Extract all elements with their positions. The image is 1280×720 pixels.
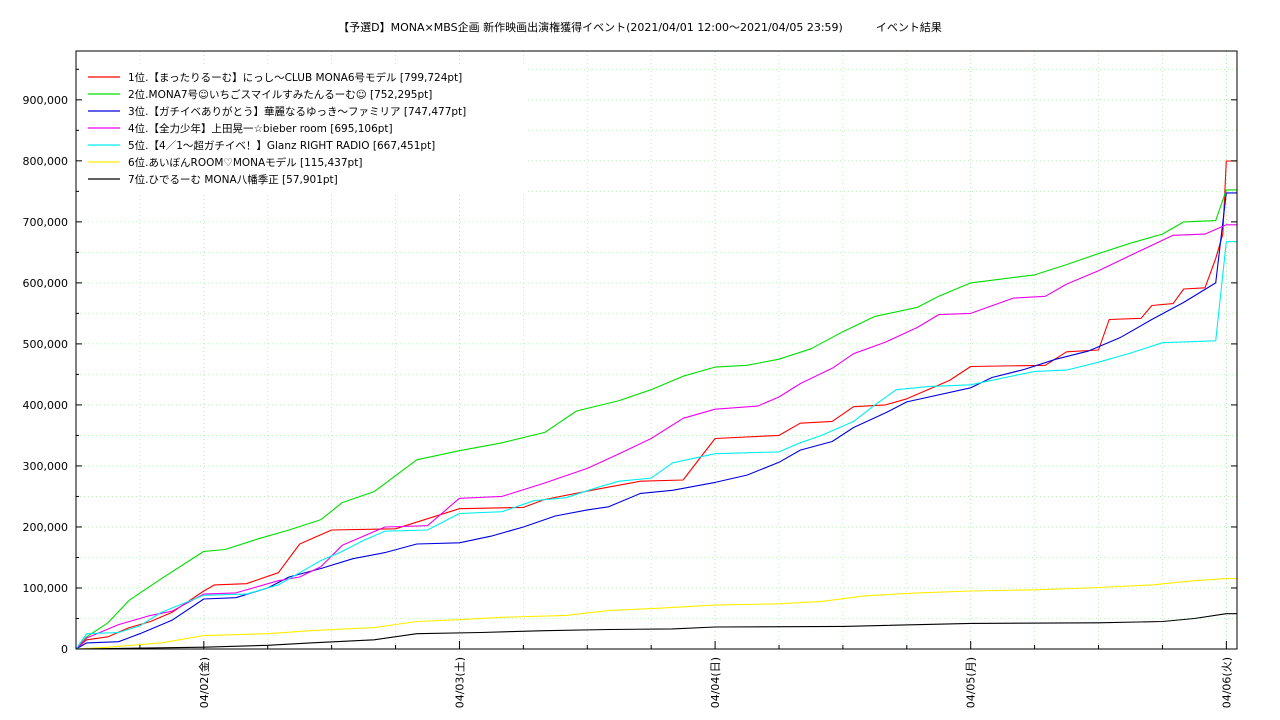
y-tick-label: 200,000 <box>23 521 69 534</box>
legend-background <box>80 66 525 195</box>
chart-title: 【予選D】MONA×MBS企画 新作映画出演権獲得イベント(2021/04/01… <box>338 21 942 34</box>
series-line-3 <box>75 192 1237 650</box>
legend: 1位.【まったりるーむ】にっし〜CLUB MONA6号モデル [799,724p… <box>88 71 466 186</box>
legend-label: 4位.【全力少年】上田晃一☆bieber room [695,106pt] <box>128 122 393 135</box>
y-tick-label: 900,000 <box>23 94 69 107</box>
x-tick-label: 04/06(火) <box>1220 657 1233 708</box>
legend-label: 5位.【4／1〜超ガチイベ！】Glanz RIGHT RADIO [667,45… <box>128 139 435 152</box>
legend-label: 6位.あいぼんROOM♡MONAモデル [115,437pt] <box>128 156 362 169</box>
series-line-5 <box>75 241 1237 650</box>
legend-label: 1位.【まったりるーむ】にっし〜CLUB MONA6号モデル [799,724p… <box>128 71 462 84</box>
y-tick-label: 100,000 <box>23 582 69 595</box>
series-line-7 <box>75 613 1237 650</box>
grid-layer <box>75 51 1237 649</box>
y-tick-label: 300,000 <box>23 460 69 473</box>
series-line-4 <box>75 224 1237 650</box>
legend-label: 2位.MONA7号☺いちごスマイルすみたんるーむ☺ [752,295pt] <box>128 88 432 101</box>
series-line-6 <box>75 578 1237 650</box>
x-tick-label: 04/05(月) <box>965 657 978 708</box>
series-line-1 <box>75 160 1237 650</box>
legend-label: 7位.ひでるーむ MONA八幡季正 [57,901pt] <box>128 173 338 186</box>
series-layer <box>75 160 1237 650</box>
legend-label: 3位.【ガチイベありがとう】華麗なるゆっき〜ファミリア [747,477pt] <box>128 105 466 118</box>
y-tick-label: 0 <box>61 643 68 656</box>
x-tick-label: 04/02(金) <box>197 657 211 708</box>
plot-frame <box>75 50 1238 650</box>
y-tick-label: 500,000 <box>23 338 69 351</box>
series-line-2 <box>75 189 1237 650</box>
y-tick-label: 400,000 <box>23 399 69 412</box>
axis-layer: 0 100,000 200,000 300,000 400,000 500,000 600,… <box>23 68 1237 708</box>
y-tick-label: 800,000 <box>23 155 69 168</box>
x-tick-label: 04/04(日) <box>709 657 722 708</box>
y-tick-label: 600,000 <box>23 277 69 290</box>
x-tick-label: 04/03(土) <box>453 657 466 708</box>
y-tick-label: 700,000 <box>23 216 69 229</box>
